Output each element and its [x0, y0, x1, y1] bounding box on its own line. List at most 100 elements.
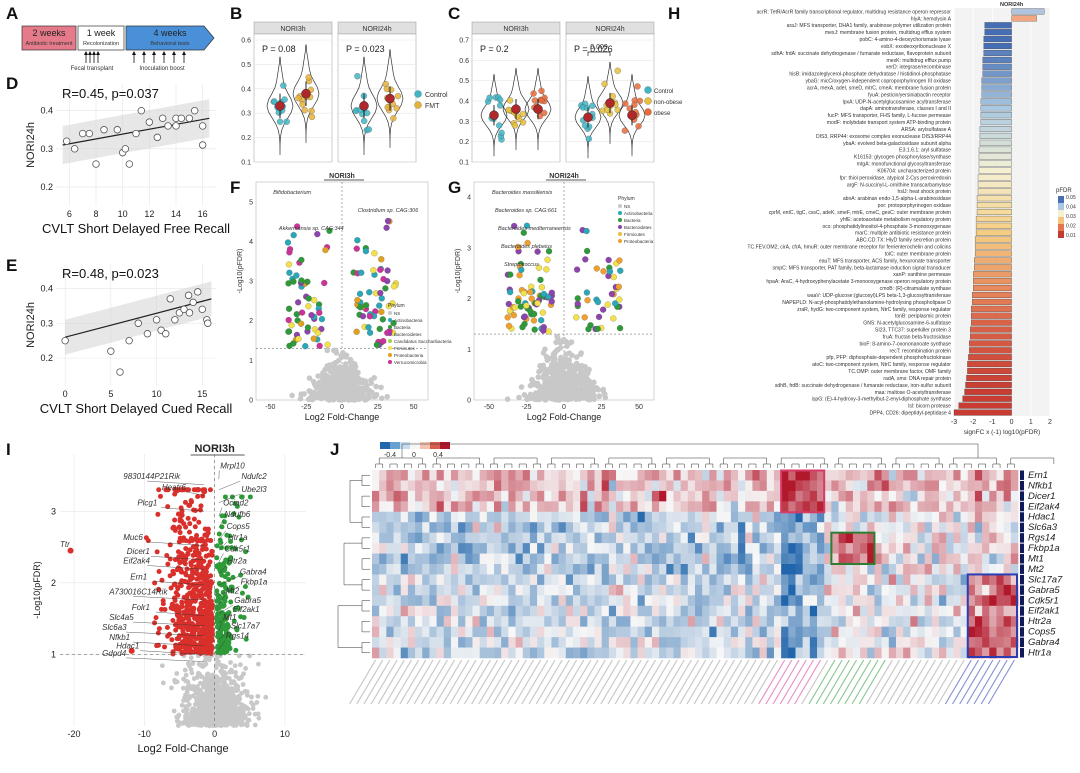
heatmap-cell — [580, 470, 588, 481]
heatmap-cell — [687, 605, 696, 617]
heatmap-cell — [723, 543, 732, 554]
data-point — [78, 129, 87, 138]
colorbar-tick: 0.05 — [1066, 195, 1076, 201]
ns-point — [565, 390, 572, 397]
down-point — [208, 635, 214, 641]
heatmap-cell — [917, 501, 925, 513]
inoc-arrowhead — [132, 51, 136, 55]
data-point — [635, 123, 642, 130]
heatmap-cell — [867, 553, 875, 565]
down-point — [193, 552, 199, 558]
colorbar-step — [1058, 224, 1064, 231]
heatmap-cell — [400, 605, 409, 617]
heatmap-cell — [759, 522, 768, 533]
heatmap-cell — [874, 501, 882, 513]
ns-point — [521, 391, 528, 398]
heatmap-cell — [544, 616, 552, 627]
down-point — [152, 620, 158, 626]
up-point — [221, 519, 227, 525]
category-label: TC.FEV.OM2, cirA, cfrA, hmuR: outer memb… — [747, 245, 951, 251]
category-label: DIS3, RRP44: exosome complex exonuclease… — [816, 134, 951, 140]
heatmap-cell — [644, 490, 653, 502]
mean-point — [605, 98, 615, 108]
down-point — [179, 578, 185, 584]
ns-point — [208, 690, 214, 696]
up-point — [222, 567, 228, 573]
heatmap-cell — [436, 564, 445, 575]
down-point — [186, 585, 192, 591]
heatmap-cell — [716, 595, 725, 607]
heatmap-cell — [372, 480, 380, 492]
ns-point — [222, 679, 227, 685]
heatmap-cell — [637, 490, 646, 502]
ns-point — [255, 661, 261, 667]
ns-point — [174, 679, 180, 685]
heatmap-cell — [802, 501, 811, 513]
heatmap-cell — [601, 480, 610, 492]
down-point — [204, 580, 210, 586]
heatmap-cell — [372, 543, 380, 554]
heatmap-cell — [386, 543, 394, 554]
bar — [1011, 8, 1045, 15]
ns-point — [554, 380, 560, 387]
heatmap-cell — [745, 543, 753, 554]
heatmap-cell — [946, 522, 954, 533]
legend-label: Firmicutes — [624, 232, 646, 237]
ns-point — [243, 665, 248, 671]
sig-point — [286, 269, 293, 276]
sig-point — [373, 341, 380, 348]
heatmap-cell — [773, 501, 782, 513]
category-label: fruA: fructan beta-fructosidase — [883, 334, 951, 340]
heatmap-cell — [458, 584, 466, 596]
heatmap-cell — [738, 553, 746, 565]
heatmap-cell — [881, 605, 890, 617]
heatmap-cell — [795, 584, 803, 596]
sig-point — [366, 329, 374, 336]
ns-point — [160, 680, 166, 686]
heatmap-cell — [580, 584, 588, 596]
heatmap-cell — [903, 501, 911, 513]
heatmap-cell — [429, 501, 437, 513]
ns-point — [315, 384, 321, 390]
heatmap-cell — [752, 574, 760, 586]
category-label: ARSA: arylsulfatase A — [901, 127, 951, 133]
heatmap-cell — [989, 584, 997, 596]
heatmap-cell — [494, 616, 502, 627]
data-point — [185, 309, 194, 317]
heatmap-cell — [781, 470, 789, 481]
ns-point — [569, 370, 575, 376]
bar — [981, 84, 1012, 91]
heatmap-cell — [953, 553, 961, 565]
heatmap-cell — [486, 532, 495, 544]
data-point — [585, 135, 592, 142]
ns-point — [504, 396, 511, 402]
sig-point — [378, 308, 385, 315]
up-point — [243, 549, 249, 555]
heatmap-cell — [824, 532, 832, 544]
heatmap-cell — [874, 470, 882, 481]
ns-point — [324, 347, 331, 354]
heatmap-cell — [795, 595, 803, 607]
heatmap-cell — [580, 532, 588, 544]
heatmap-cell — [644, 584, 653, 596]
data-point — [184, 291, 193, 300]
heatmap-cell — [601, 501, 610, 513]
heatmap-cell — [852, 553, 861, 565]
heatmap-cell — [687, 574, 696, 586]
heatmap-cell — [472, 532, 480, 544]
ns-point — [174, 671, 180, 676]
y-tick-label: 2 — [249, 318, 253, 325]
heatmap-cell — [752, 480, 760, 492]
up-point — [238, 537, 244, 543]
heatmap-cell — [608, 480, 617, 492]
heatmap-cell — [881, 532, 890, 544]
heatmap-cell — [795, 574, 803, 586]
heatmap-cell — [917, 470, 925, 481]
label-line — [126, 657, 205, 662]
heatmap-cell — [565, 616, 574, 627]
heatmap-cell — [666, 553, 674, 565]
heatmap-cell — [386, 584, 394, 596]
point-label: Akkermansia sp. CAG:344 — [278, 226, 344, 232]
ns-point — [378, 395, 385, 402]
legend-swatch — [388, 346, 392, 350]
